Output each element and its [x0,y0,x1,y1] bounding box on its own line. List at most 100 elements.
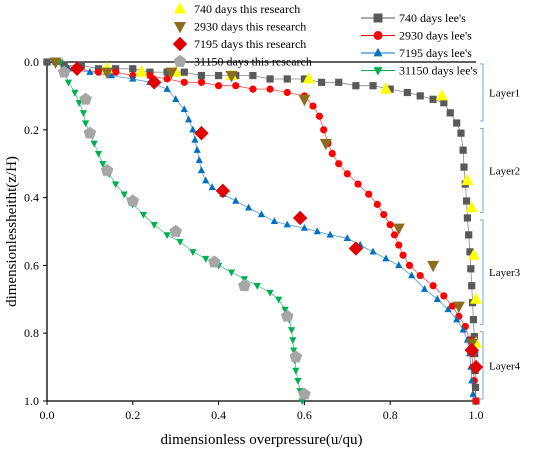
point-740-days-lee-s [471,383,480,392]
point-31150-days-lee-s [253,283,261,290]
point-31150-days-lee-s [289,337,297,345]
point-7195-days-lee-s [369,247,377,255]
point-740-days-lee-s [163,68,171,76]
point-2930-days-lee-s [390,231,399,239]
point-740-days-this-research [135,65,148,77]
layer-brackets: Layer1 Layer2 Layer3 Layer4 [480,63,521,400]
point-2930-days-lee-s [112,68,120,76]
point-2930-days-this-research [101,67,114,80]
layer-label: Layer4 [489,360,521,372]
point-740-days-lee-s [352,82,360,90]
point-7195-days-lee-s [191,135,199,143]
point-31150-days-lee-s [71,89,79,97]
x-tick-label: 0.0 [40,408,55,422]
point-740-days-lee-s [453,119,461,127]
point-7195-days-lee-s [433,295,441,302]
point-31150-days-this-research [298,387,311,400]
point-31150-days-lee-s [90,140,98,148]
point-7195-days-lee-s [197,166,206,174]
point-31150-days-lee-s [294,377,302,385]
point-2930-days-lee-s [354,180,362,188]
point-740-days-lee-s [429,95,437,103]
point-31150-days-lee-s [120,191,128,199]
point-31150-days-lee-s [227,269,236,277]
point-31150-days-this-research [79,92,92,105]
point-7195-days-lee-s [343,234,351,241]
point-7195-days-lee-s [382,254,390,262]
point-740-days-lee-s [129,65,137,73]
point-31150-days-lee-s [64,79,73,87]
point-2930-days-this-research [392,223,405,236]
point-740-days-this-research [465,200,478,213]
point-740-days-this-research [379,82,392,94]
point-2930-days-this-research [298,94,311,107]
series-line-2930-days-lee-s [55,61,477,402]
legend-label: 740 days lee's [399,11,466,25]
point-740-days-lee-s [466,248,474,256]
axes: 0.0 0.2 0.4 0.6 0.8 1.00.00.20.40.60.81.0 [24,55,484,422]
point-2930-days-this-research [452,301,465,313]
point-740-days-this-research [470,292,482,304]
point-740-days-lee-s [457,129,465,137]
point-740-days-lee-s [317,78,326,86]
point-2930-days-lee-s [266,85,274,93]
point-740-days-lee-s [460,163,468,171]
point-2930-days-lee-s [249,85,257,93]
y-axis-label: dimensionlessheitht(z/H) [4,156,20,307]
point-7195-days-this-research [147,75,162,90]
y-tick-label: 0.4 [24,191,39,205]
point-740-days-this-research [435,89,448,101]
point-31150-days-lee-s [287,327,296,334]
point-31150-days-lee-s [298,398,306,406]
point-7195-days-lee-s [86,68,94,75]
layer-bracket [480,219,484,325]
layer-label: Layer2 [489,165,520,177]
x-tick-label: 0.2 [125,408,140,422]
point-740-days-this-research [302,72,315,84]
legend-marker [174,22,186,34]
y-tick-label: 1.0 [24,394,39,408]
point-7195-days-lee-s [469,390,477,397]
point-31150-days-lee-s [266,289,274,297]
legend-marker [373,13,383,23]
point-7195-days-lee-s [180,105,188,113]
point-31150-days-lee-s [99,161,107,168]
point-740-days-lee-s [440,99,448,107]
point-2930-days-lee-s [180,78,188,86]
point-31150-days-this-research [100,163,114,176]
point-2930-days-this-research [225,71,238,83]
point-31150-days-lee-s [189,249,197,256]
point-7195-days-lee-s [129,74,137,82]
point-7195-days-lee-s [189,125,197,133]
legend-label: 31150 days lee's [399,64,478,78]
point-7195-days-this-research [292,210,308,226]
point-7195-days-this-research [194,125,209,141]
point-740-days-lee-s [283,75,291,83]
point-740-days-lee-s [369,82,377,90]
x-tick-label: 0.6 [297,408,312,422]
point-7195-days-lee-s [193,146,201,153]
point-31150-days-this-research [83,126,97,139]
legend-marker [373,31,383,40]
legend-label: 7195 days this research [194,37,306,51]
point-7195-days-lee-s [468,376,476,384]
series-lines [46,61,477,402]
point-31150-days-lee-s [290,347,298,355]
point-2930-days-this-research [319,138,332,151]
y-tick-label: 0.0 [24,55,39,69]
point-31150-days-lee-s [112,181,120,189]
series-line-7195-days-lee-s [55,61,474,395]
x-tick-label: 0.4 [211,408,226,422]
point-740-days-lee-s [468,282,476,290]
point-31150-days-lee-s [292,367,300,375]
point-2930-days-lee-s [163,75,171,83]
point-2930-days-lee-s [386,221,394,229]
point-2930-days-this-research [427,260,440,273]
point-740-days-lee-s [403,88,411,97]
point-31150-days-this-research [238,279,251,292]
point-740-days-lee-s [232,71,240,80]
point-7195-days-lee-s [257,210,266,218]
point-2930-days-this-research [165,67,178,80]
point-7195-days-lee-s [395,261,403,269]
point-2930-days-lee-s [399,251,407,259]
